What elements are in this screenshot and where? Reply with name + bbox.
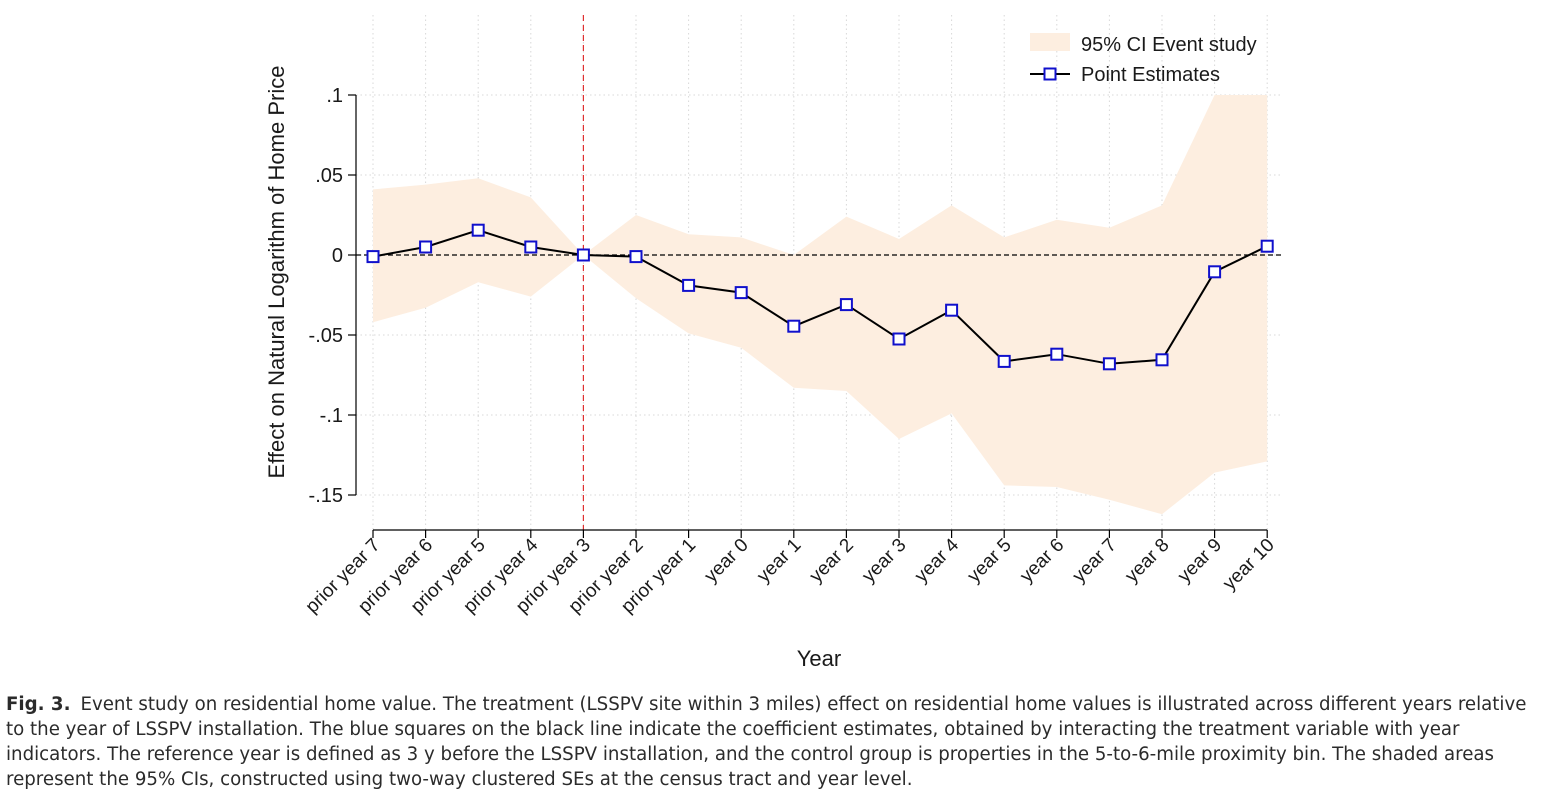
point-estimate-marker <box>997 354 1011 368</box>
point-estimate-marker <box>1155 353 1169 367</box>
y-tick-label: -.15 <box>309 485 343 507</box>
point-estimate-marker <box>576 248 590 262</box>
point-estimates-line <box>372 229 1268 365</box>
y-tick-label: .1 <box>326 85 343 107</box>
y-tick-label: -.05 <box>309 325 343 347</box>
point-estimate-marker <box>945 303 959 317</box>
point-estimate-marker <box>524 240 538 254</box>
x-tick-label: year 8 <box>1121 535 1173 587</box>
point-estimates-layer <box>366 223 1274 371</box>
legend-marker-swatch <box>1043 67 1057 81</box>
reference-lines <box>356 15 1282 530</box>
legend-ci-swatch <box>1030 33 1070 51</box>
point-estimate-marker <box>682 278 696 292</box>
x-tick-label: year 7 <box>1069 535 1121 587</box>
x-tick-label: year 1 <box>753 535 805 587</box>
point-estimate-marker <box>471 223 485 237</box>
point-estimate-marker <box>1260 239 1274 253</box>
ci-band <box>373 95 1268 515</box>
x-tick-label: year 5 <box>964 535 1016 587</box>
caption-text: Event study on residential home value. T… <box>6 694 1527 790</box>
x-tick-label: year 10 <box>1219 535 1279 595</box>
x-tick-label: year 2 <box>806 535 858 587</box>
point-estimate-marker <box>419 240 433 254</box>
x-tick-label: year 4 <box>911 534 963 586</box>
x-axis-title: Year <box>797 646 841 671</box>
point-estimate-marker <box>1208 265 1222 279</box>
x-tick-label: year 3 <box>858 535 910 587</box>
point-estimate-marker <box>892 332 906 346</box>
x-tick-label: year 0 <box>701 535 753 587</box>
y-tick-label: .05 <box>315 165 343 187</box>
figure-caption: Fig. 3. Event study on residential home v… <box>6 692 1546 792</box>
point-estimate-marker <box>734 286 748 300</box>
legend: 95% CI Event study Point Estimates <box>1030 33 1257 86</box>
point-estimate-marker <box>366 250 380 264</box>
legend-ci-label: 95% CI Event study <box>1081 34 1257 56</box>
y-tick-label: 0 <box>332 245 343 267</box>
caption-label: Fig. 3. <box>6 694 71 715</box>
y-tick-label: -.1 <box>320 405 343 427</box>
point-estimate-marker <box>839 298 853 312</box>
point-estimate-marker <box>1102 357 1116 371</box>
legend-points-label: Point Estimates <box>1081 64 1220 86</box>
point-estimate-marker <box>1050 347 1064 361</box>
ci-band-layer <box>373 95 1268 515</box>
x-tick-label: year 6 <box>1016 535 1068 587</box>
point-estimate-marker <box>629 250 643 264</box>
point-estimate-marker <box>787 319 801 333</box>
y-axis-title: Effect on Natural Logarithm of Home Pric… <box>264 66 289 479</box>
